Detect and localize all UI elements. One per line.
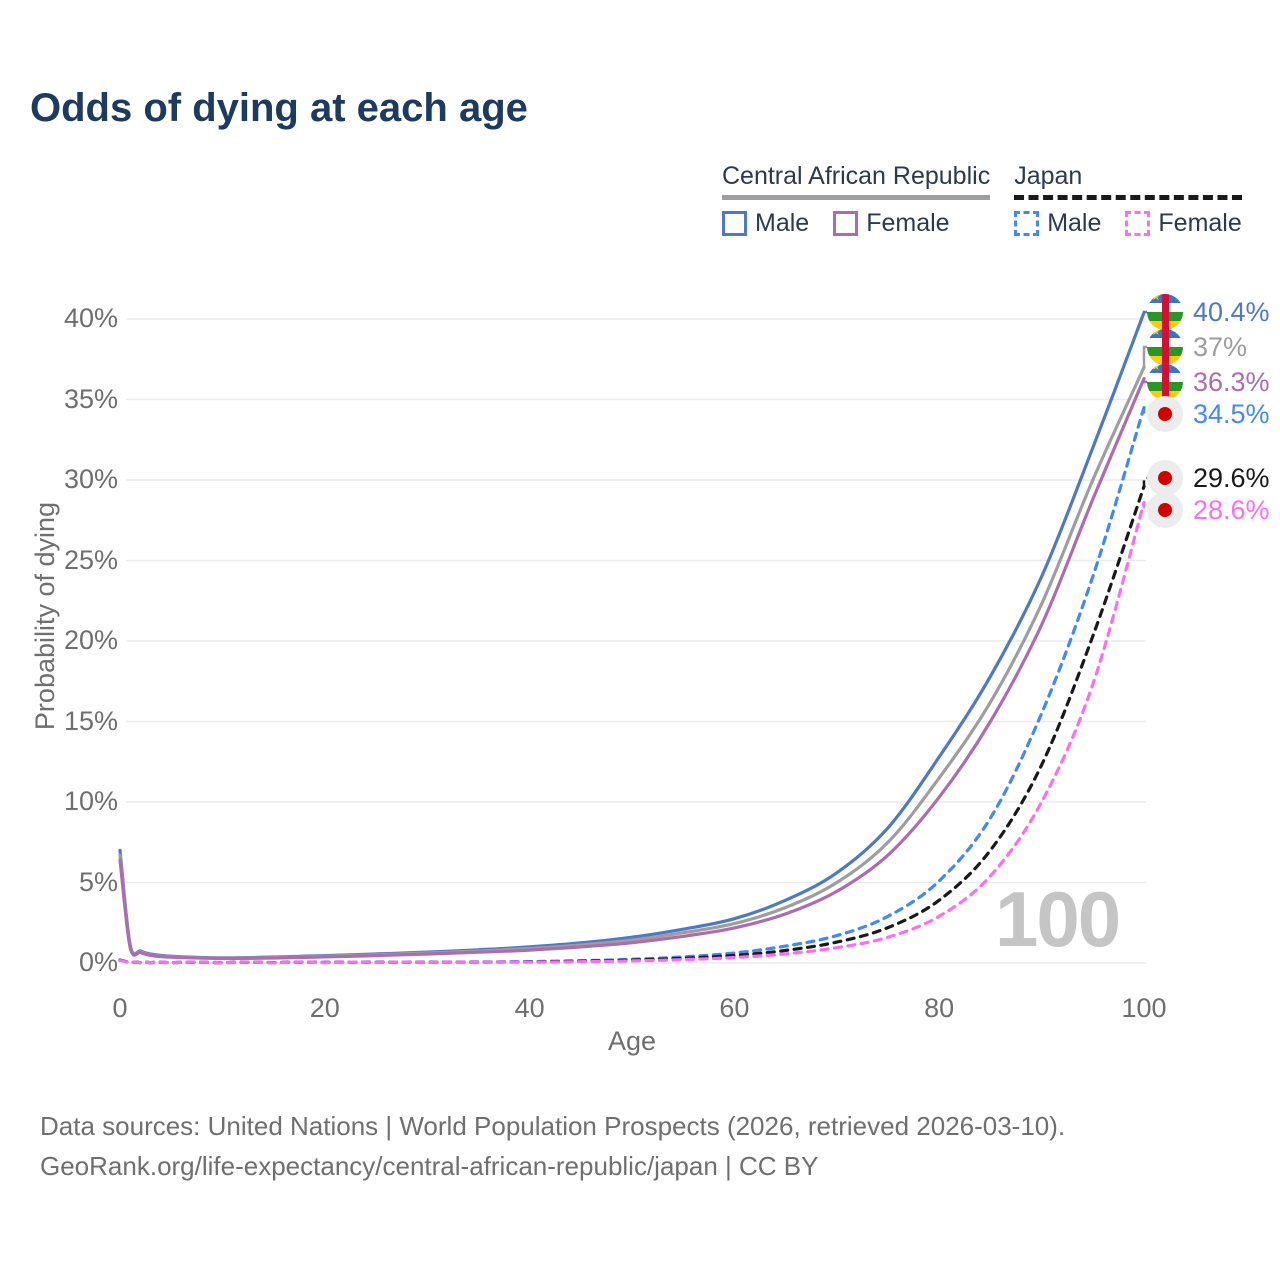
legend: Central African Republic Male Female Japan M… bbox=[722, 162, 1242, 238]
line-central-african-republic-both-sexes bbox=[118, 365, 1146, 960]
attribution-line: GeoRank.org/life-expectancy/central-afri… bbox=[40, 1151, 819, 1181]
legend-item-central-african-republic-female[interactable]: Female bbox=[833, 209, 950, 238]
legend-swatch-icon bbox=[833, 211, 859, 236]
legend-items: Male Female bbox=[722, 209, 990, 238]
line-japan-female bbox=[118, 500, 1146, 965]
legend-item-central-african-republic-male[interactable]: Male bbox=[722, 209, 809, 238]
legend-group-title: Japan bbox=[1014, 162, 1242, 200]
hover-age-watermark: 100 bbox=[995, 875, 1121, 963]
leader-line bbox=[1142, 502, 1151, 512]
leader-line bbox=[1142, 310, 1151, 314]
line-japan-male bbox=[118, 405, 1146, 965]
leader-line bbox=[1142, 378, 1151, 384]
legend-item-label: Female bbox=[1158, 209, 1242, 237]
legend-item-japan-male[interactable]: Male bbox=[1014, 209, 1101, 238]
legend-group-title: Central African Republic bbox=[722, 162, 991, 200]
leader-line bbox=[1142, 407, 1151, 416]
line-central-african-republic-male bbox=[118, 311, 1146, 960]
legend-item-label: Male bbox=[1047, 209, 1102, 237]
legend-items: Male Female bbox=[1014, 209, 1242, 238]
legend-item-label: Female bbox=[866, 209, 950, 237]
legend-swatch-icon bbox=[1125, 211, 1151, 236]
leader-line bbox=[1142, 345, 1151, 368]
legend-item-label: Male bbox=[755, 209, 810, 237]
footer: Data sources: United Nations | World Pop… bbox=[40, 1106, 1065, 1186]
data-sources-line: Data sources: United Nations | World Pop… bbox=[40, 1111, 1066, 1141]
line-central-african-republic-female bbox=[118, 377, 1146, 961]
legend-group-central-african-republic: Central African Republic Male Female bbox=[722, 162, 991, 238]
legend-group-japan: Japan Male Female bbox=[1014, 162, 1242, 238]
legend-swatch-icon bbox=[722, 211, 747, 236]
legend-swatch-icon bbox=[1014, 211, 1040, 236]
page-title: Odds of dying at each age bbox=[30, 86, 528, 130]
legend-item-japan-female[interactable]: Female bbox=[1125, 209, 1242, 238]
